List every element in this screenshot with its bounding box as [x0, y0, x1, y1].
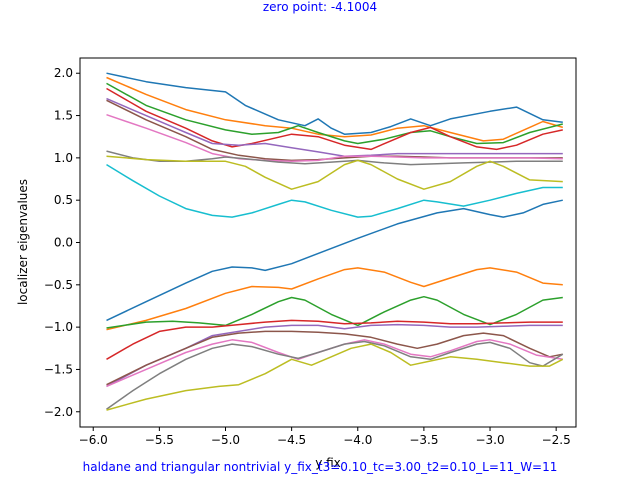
y-tick-label: 0.5 — [54, 193, 73, 207]
y-tick-label: −1.0 — [44, 320, 73, 334]
series-line-14 — [106, 319, 563, 360]
y-axis-label: localizer eigenvalues — [16, 179, 30, 305]
x-tick-label: −6.0 — [79, 433, 108, 447]
series-line-18 — [106, 340, 564, 410]
plot-lines — [106, 72, 564, 411]
series-line-15 — [106, 323, 563, 388]
series-line-7 — [106, 113, 563, 163]
series-line-1 — [106, 72, 563, 135]
series-line-4 — [106, 87, 563, 151]
y-tick-label: 2.0 — [54, 66, 73, 80]
series-line-3 — [106, 82, 563, 145]
x-tick-label: −5.5 — [145, 433, 174, 447]
series-line-12 — [106, 267, 563, 331]
y-tick-label: 0.0 — [54, 236, 73, 250]
y-tick-label: 1.5 — [54, 109, 73, 123]
series-line-17 — [106, 339, 563, 388]
x-axis-ticks: −6.0 −5.5 −5.0 −4.5 −4.0 −3.5 −3.0 −2.5 — [79, 427, 571, 447]
series-line-2 — [106, 76, 564, 142]
x-axis-label: y fix — [315, 456, 341, 470]
series-line-19 — [106, 343, 564, 411]
plot-frame — [79, 57, 577, 428]
figure-caption: haldane and triangular nontrivial y_fix_… — [83, 460, 558, 474]
series-line-11 — [106, 199, 563, 322]
x-tick-label: −3.0 — [475, 433, 504, 447]
y-tick-label: −2.0 — [44, 405, 73, 419]
series-line-9 — [106, 155, 563, 190]
y-tick-label: 1.0 — [54, 151, 73, 165]
x-tick-label: −4.0 — [343, 433, 372, 447]
series-line-16 — [106, 330, 563, 386]
y-axis-ticks: −2.0 −1.5 −1.0 −0.5 0.0 0.5 1.0 1.5 2.0 — [44, 66, 80, 419]
x-tick-label: −4.5 — [277, 433, 306, 447]
x-tick-label: −2.5 — [542, 433, 571, 447]
zero-point-label: zero point: -4.1004 — [263, 0, 377, 14]
series-line-5 — [106, 97, 563, 157]
x-tick-label: −3.5 — [409, 433, 438, 447]
x-tick-label: −5.0 — [211, 433, 240, 447]
y-tick-label: −0.5 — [44, 278, 73, 292]
y-tick-label: −1.5 — [44, 362, 73, 376]
series-line-10 — [106, 163, 563, 218]
